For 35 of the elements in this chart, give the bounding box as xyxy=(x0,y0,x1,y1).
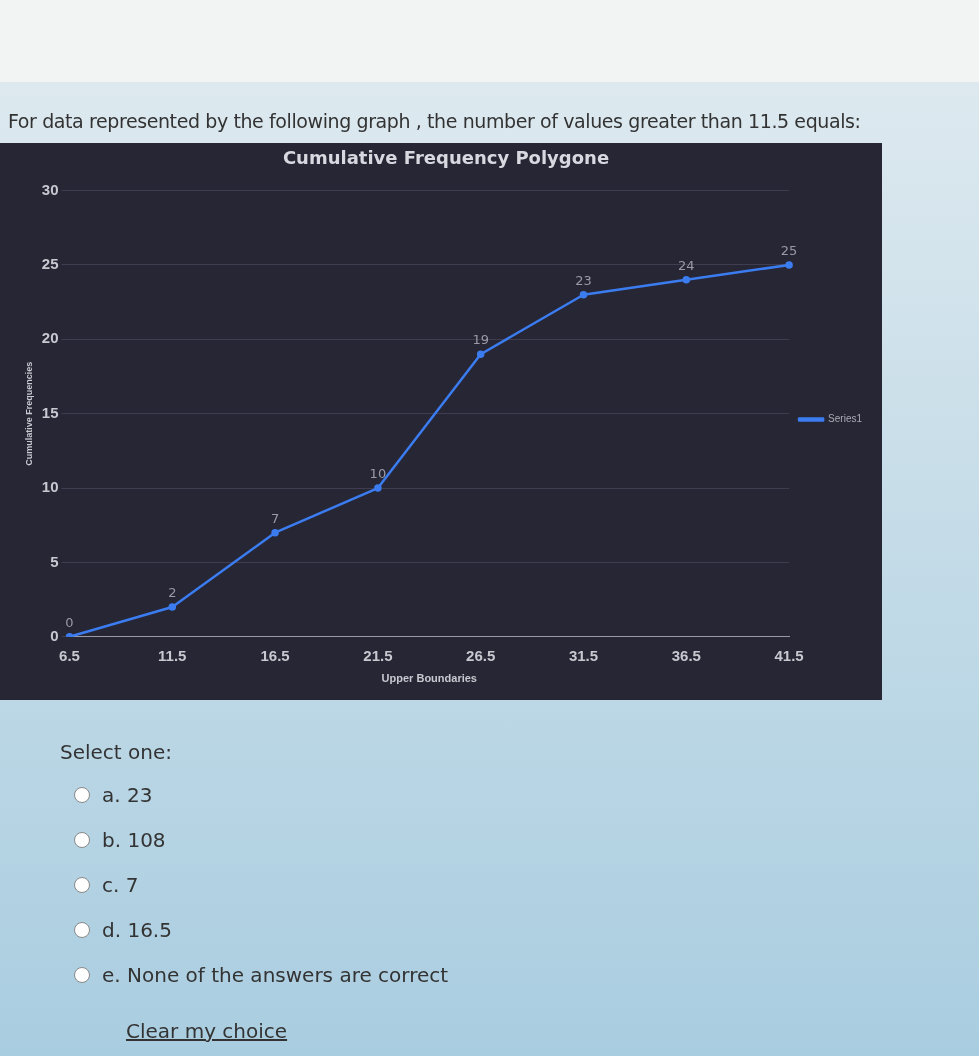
chart-title: Cumulative Frequency Polygone xyxy=(282,147,610,169)
x-tick-label: 11.5 xyxy=(158,646,187,664)
data-label: 2 xyxy=(168,585,177,601)
text: c. 7 xyxy=(102,872,139,897)
text: e. None of the answers are correct xyxy=(102,962,449,987)
x-axis-title: Upper Boundaries xyxy=(381,672,477,685)
y-tick-label: 20 xyxy=(41,329,59,347)
y-tick-label: 15 xyxy=(41,403,59,421)
data-label: 0 xyxy=(65,614,74,630)
legend-label: Series1 xyxy=(828,413,863,425)
text: For data represented by the following graph , the number of values greater than 11.5 equals: xyxy=(8,110,861,132)
x-tick-label: 6.5 xyxy=(59,646,80,664)
text: Clear my choice xyxy=(126,1019,289,1043)
y-tick-label: 10 xyxy=(41,478,59,496)
text: a. 23 xyxy=(102,782,153,807)
data-label: 7 xyxy=(270,510,280,526)
x-tick-label: 36.5 xyxy=(671,646,701,664)
x-tick-label: 21.5 xyxy=(363,646,393,664)
y-tick-label: 0 xyxy=(50,626,59,644)
data-label: 24 xyxy=(678,257,695,273)
data-label: 25 xyxy=(780,242,798,258)
x-tick-label: 31.5 xyxy=(568,646,599,664)
y-tick-label: 30 xyxy=(41,180,59,198)
y-tick-label: 5 xyxy=(50,552,59,570)
data-label: 23 xyxy=(575,272,592,288)
text: Select one: xyxy=(60,740,173,764)
x-tick-label: 16.5 xyxy=(260,646,290,664)
text: b. 108 xyxy=(102,827,166,852)
y-tick-label: 25 xyxy=(41,255,59,273)
x-tick-label: 26.5 xyxy=(466,646,496,664)
data-label: 19 xyxy=(472,332,489,348)
data-label: 10 xyxy=(369,466,387,482)
y-axis-title: Cumulative Frequencies xyxy=(23,361,34,466)
text: d. 16.5 xyxy=(102,917,172,942)
x-tick-label: 41.5 xyxy=(774,646,804,664)
